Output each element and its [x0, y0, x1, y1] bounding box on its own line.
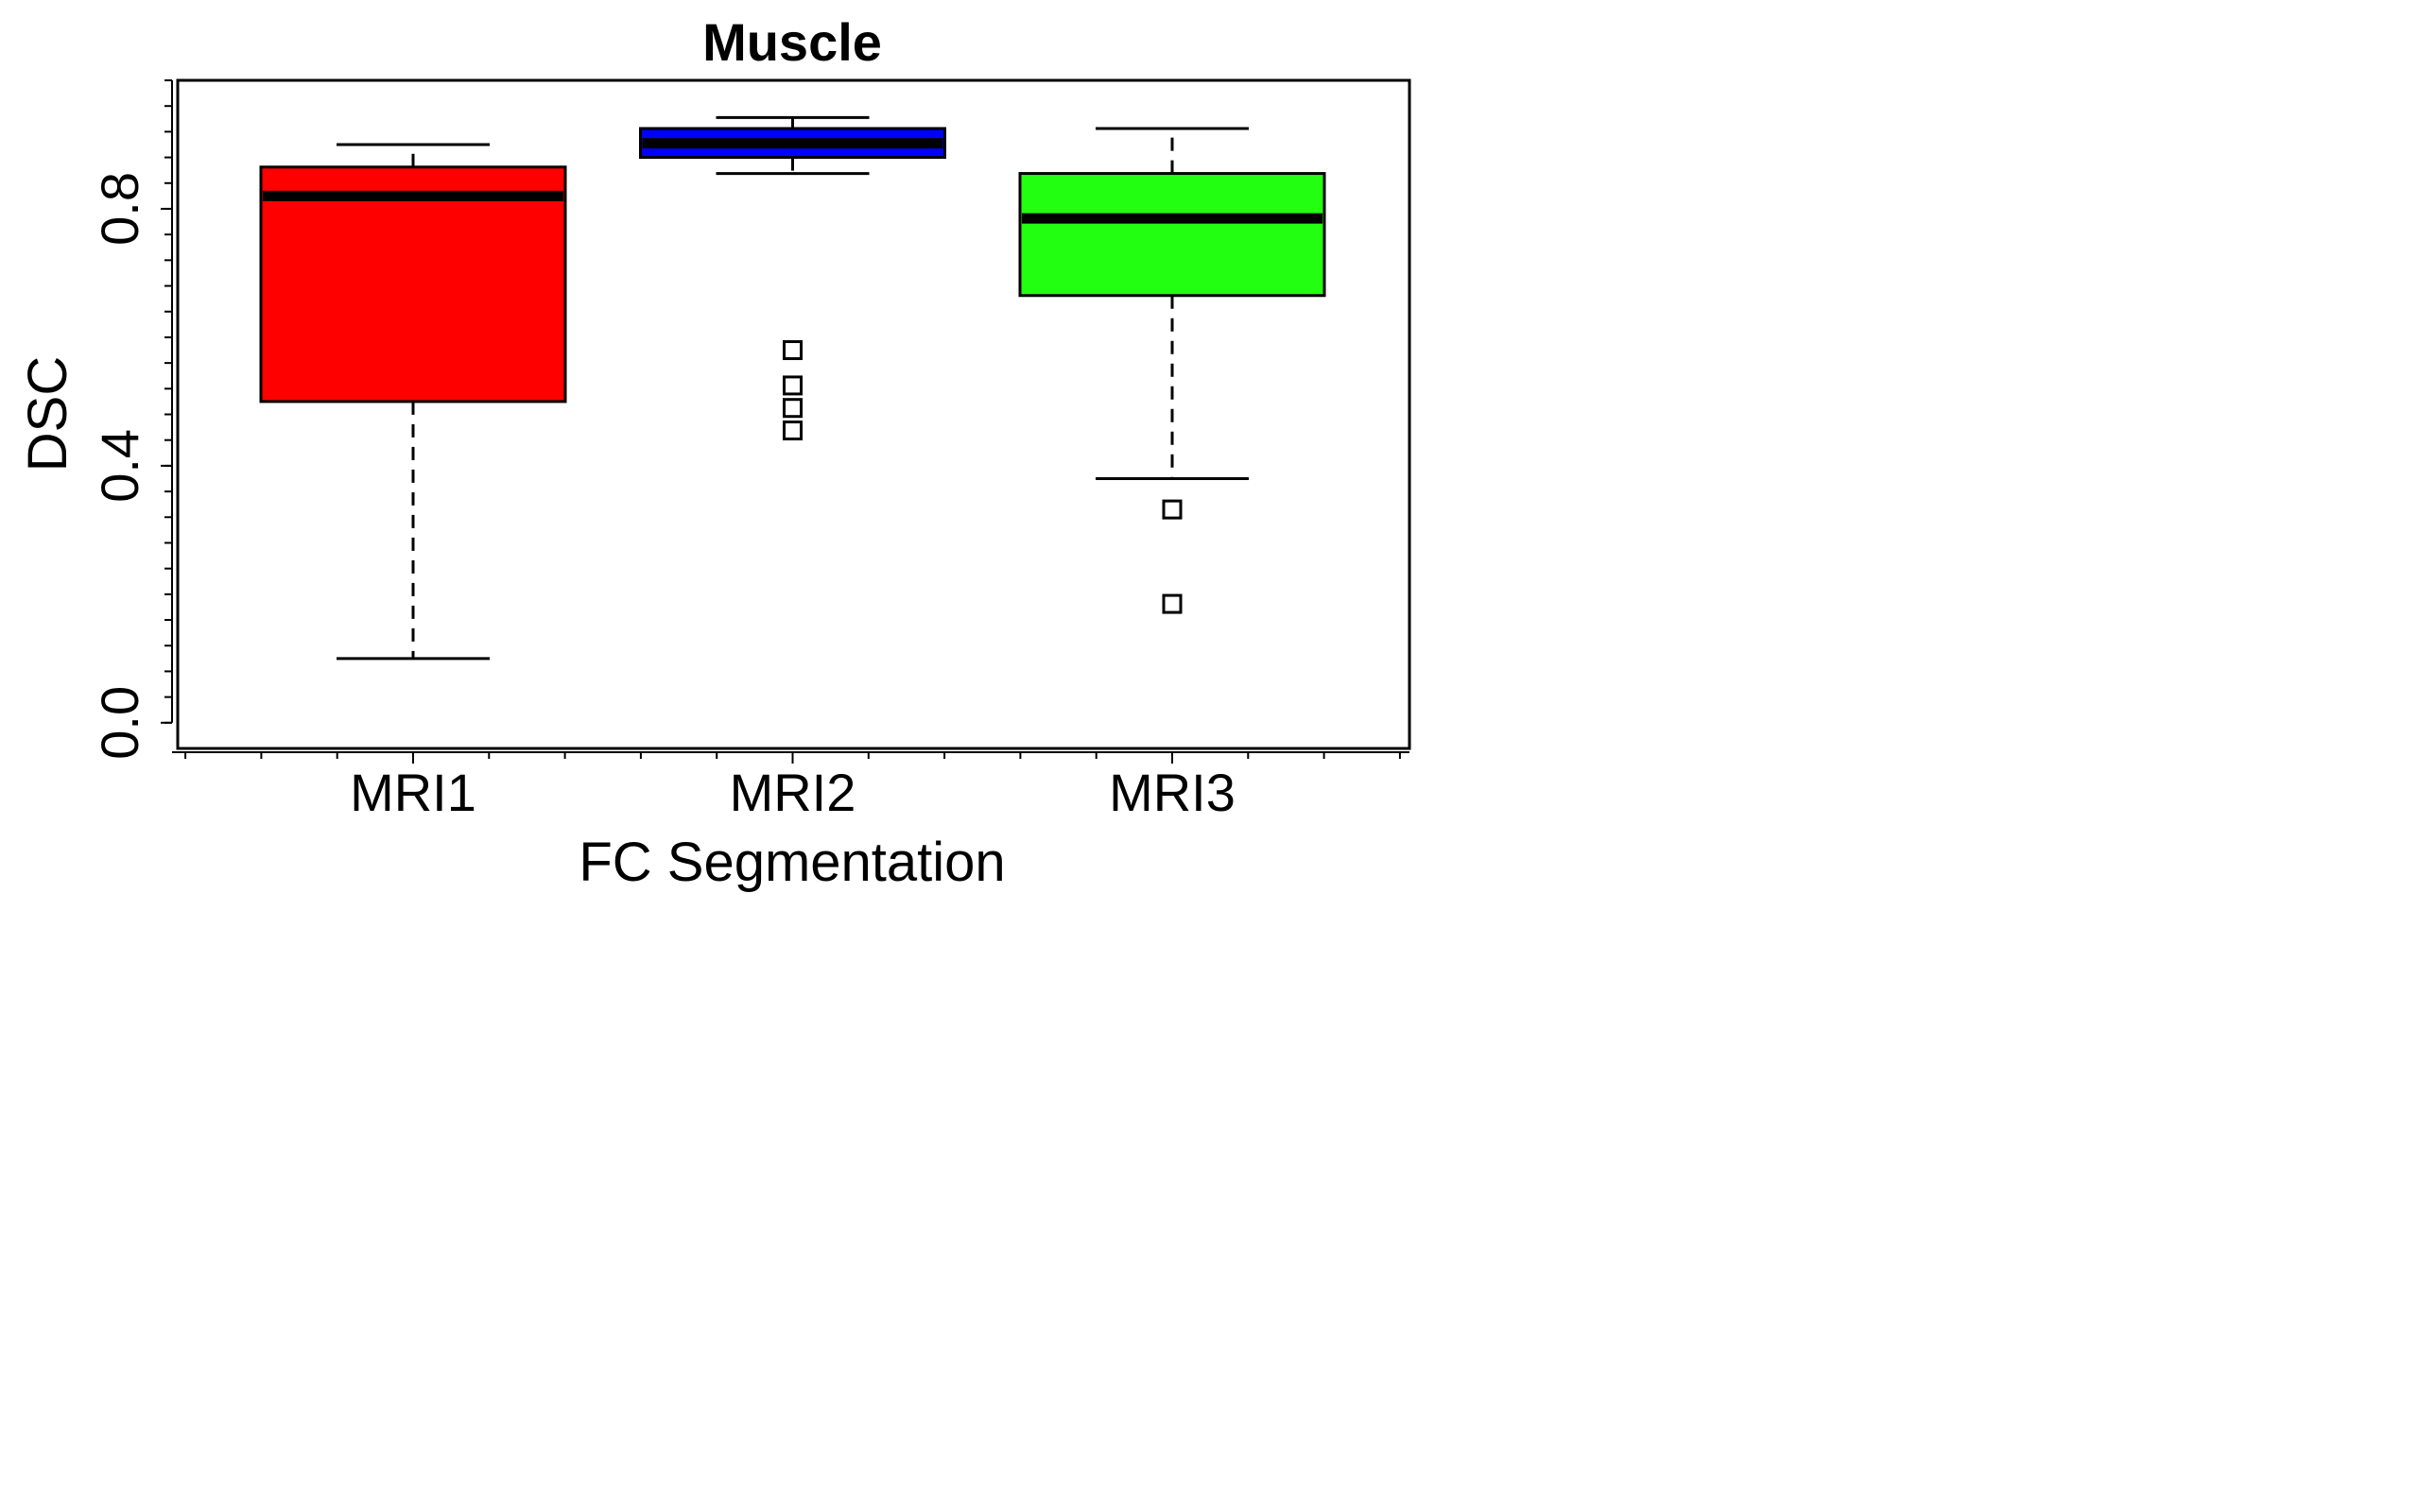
outlier-point: [1162, 593, 1183, 614]
box-mri2: [639, 115, 946, 440]
outlier-point: [783, 420, 803, 440]
y-tick-label: 0.4: [90, 429, 149, 503]
boxplot-chart: Muscle 0.0 0.4 0.8 MRI1 MRI2 MRI3 FC Segment…: [17, 12, 1411, 893]
box-mri1: [259, 143, 567, 661]
boxes-layer: [259, 115, 1326, 661]
x-tick-label: MRI1: [350, 763, 476, 822]
chart-title: Muscle: [702, 12, 882, 72]
y-axis-label: DSC: [17, 356, 78, 472]
outlier-point: [783, 398, 803, 419]
y-tick-label: 0.8: [90, 172, 149, 246]
x-axis-label: FC Segmentation: [579, 832, 1005, 893]
iqr-box: [259, 165, 567, 404]
outlier-point: [783, 340, 803, 361]
box-mri3: [1018, 127, 1326, 614]
plot-frame: [176, 78, 1411, 750]
iqr-box: [1018, 172, 1326, 298]
x-tick-label: MRI2: [730, 763, 856, 822]
outlier-point: [783, 375, 803, 396]
y-axis: 0.0 0.4 0.8: [90, 79, 173, 760]
x-axis: MRI1 MRI2 MRI3: [172, 751, 1409, 822]
outlier-point: [1162, 499, 1183, 520]
y-tick-label: 0.0: [90, 686, 149, 760]
x-tick-label: MRI3: [1109, 763, 1236, 822]
